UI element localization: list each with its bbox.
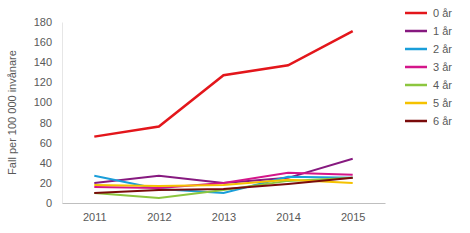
legend-swatch xyxy=(405,30,427,33)
legend-item: 6 år xyxy=(405,115,452,127)
plot-area: 0 20 40 60 80 100 120 140 160 180 2011 2012 2013 2014… xyxy=(34,16,386,223)
legend-label: 2 år xyxy=(433,43,452,55)
legend-label: 1 år xyxy=(433,25,452,37)
y-tick-label: 0 xyxy=(46,197,52,209)
legend-swatch xyxy=(405,120,427,123)
legend-label: 6 år xyxy=(433,115,452,127)
y-axis-title: Fall per 100 000 invånare xyxy=(6,50,18,175)
x-tick: 2014 xyxy=(276,203,300,223)
x-tick-label: 2011 xyxy=(83,211,107,223)
legend-label: 3 år xyxy=(433,61,452,73)
legend-item: 0 år xyxy=(405,7,452,19)
x-axis-line xyxy=(63,203,386,204)
y-tick: 60 xyxy=(40,137,62,149)
x-tick-label: 2012 xyxy=(147,211,171,223)
legend: 0 år 1 år 2 år 3 år 4 år 5 år 6 år xyxy=(405,7,452,127)
y-tick: 160 xyxy=(34,36,62,48)
x-tick: 2015 xyxy=(341,203,365,223)
y-tick: 0 xyxy=(46,197,62,209)
y-tick-label: 160 xyxy=(34,36,52,48)
series-line xyxy=(94,178,352,198)
legend-label: 0 år xyxy=(433,7,452,19)
y-tick-label: 120 xyxy=(34,76,52,88)
legend-label: 4 år xyxy=(433,79,452,91)
y-tick-label: 180 xyxy=(34,16,52,28)
legend-item: 3 år xyxy=(405,61,452,73)
x-tick: 2012 xyxy=(147,203,171,223)
y-tick-label: 60 xyxy=(40,137,52,149)
series-group xyxy=(94,31,352,198)
x-axis: 2011 2012 2013 2014 2015 xyxy=(63,203,386,223)
legend-swatch xyxy=(405,12,427,15)
chart: 0 20 40 60 80 100 120 140 160 180 2011 2012 2013 2014… xyxy=(0,0,470,233)
series-line xyxy=(94,31,352,137)
y-axis-line xyxy=(62,23,63,204)
y-tick-label: 40 xyxy=(40,157,52,169)
y-tick: 140 xyxy=(34,56,62,68)
legend-swatch xyxy=(405,66,427,69)
y-tick: 80 xyxy=(40,117,62,129)
y-tick: 20 xyxy=(40,177,62,189)
x-tick-label: 2013 xyxy=(212,211,236,223)
y-tick: 120 xyxy=(34,76,62,88)
x-tick: 2013 xyxy=(212,203,236,223)
legend-item: 4 år xyxy=(405,79,452,91)
y-tick: 40 xyxy=(40,157,62,169)
x-tick-label: 2014 xyxy=(276,211,300,223)
legend-swatch xyxy=(405,48,427,51)
y-tick: 100 xyxy=(34,96,62,108)
y-tick: 180 xyxy=(34,16,62,28)
y-tick-label: 140 xyxy=(34,56,52,68)
series-line xyxy=(94,173,352,188)
legend-label: 5 år xyxy=(433,97,452,109)
series-line xyxy=(94,178,352,193)
x-tick: 2011 xyxy=(83,203,107,223)
y-tick-label: 80 xyxy=(40,117,52,129)
y-axis: 0 20 40 60 80 100 120 140 160 180 xyxy=(34,16,63,209)
legend-swatch xyxy=(405,102,427,105)
x-tick-label: 2015 xyxy=(341,211,365,223)
y-tick-label: 20 xyxy=(40,177,52,189)
legend-swatch xyxy=(405,84,427,87)
y-tick-label: 100 xyxy=(34,96,52,108)
legend-item: 5 år xyxy=(405,97,452,109)
legend-item: 2 år xyxy=(405,43,452,55)
legend-item: 1 år xyxy=(405,25,452,37)
